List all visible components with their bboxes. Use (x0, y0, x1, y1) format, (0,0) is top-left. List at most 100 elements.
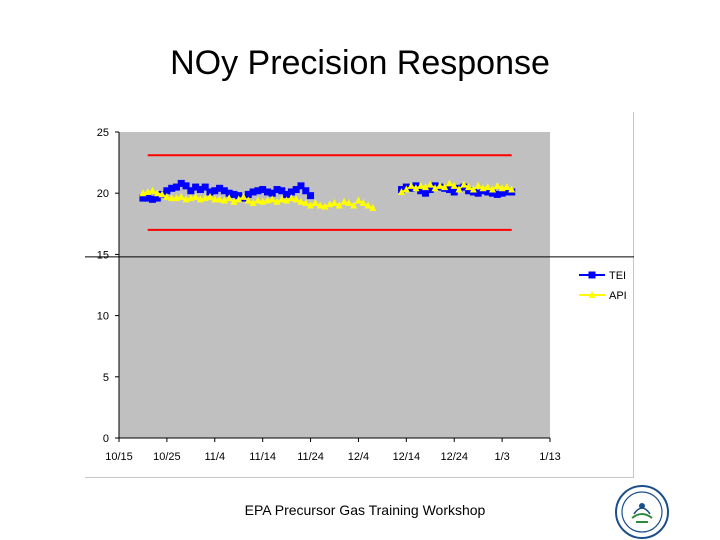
data-point-tei (144, 194, 152, 202)
data-point-tei (297, 182, 305, 190)
data-point-tei (216, 184, 224, 192)
x-tick-label: 10/15 (105, 451, 133, 463)
x-tick-label: 11/14 (249, 451, 276, 463)
series-api (139, 179, 516, 211)
data-point-tei (182, 182, 190, 190)
data-point-api (302, 198, 310, 206)
reference-lines (85, 154, 634, 258)
data-point-tei (465, 187, 473, 195)
data-point-api (445, 179, 453, 187)
data-point-tei (302, 187, 310, 195)
data-point-api (421, 183, 429, 191)
data-point-tei (489, 189, 497, 197)
data-point-api (244, 196, 252, 204)
data-point-tei (493, 190, 501, 198)
data-point-tei (421, 189, 429, 197)
data-point-tei (168, 184, 176, 192)
data-point-api (235, 195, 243, 203)
x-tick-label: 12/14 (393, 451, 421, 463)
legend-label-api: API (609, 290, 627, 302)
data-point-api (340, 197, 348, 205)
x-tick-label: 10/25 (153, 451, 181, 463)
data-point-api (192, 192, 200, 200)
data-point-tei (283, 190, 291, 198)
data-point-tei (244, 190, 252, 198)
data-point-tei (484, 188, 492, 196)
data-point-tei (254, 187, 262, 195)
data-point-api (489, 185, 497, 193)
data-point-api (407, 181, 415, 189)
data-point-api (311, 198, 319, 206)
data-point-tei (187, 187, 195, 195)
data-point-tei (426, 186, 434, 194)
data-point-tei (498, 189, 506, 197)
legend-label-tei: TEI (609, 270, 626, 282)
data-point-api (335, 201, 343, 209)
data-point-api (216, 195, 224, 203)
data-point-tei (450, 188, 458, 196)
data-point-tei (149, 195, 157, 203)
x-tick-label: 1/3 (494, 451, 509, 463)
data-point-tei (474, 189, 482, 197)
data-point-tei (172, 183, 180, 191)
data-point-tei (177, 179, 185, 187)
data-point-tei (249, 188, 257, 196)
y-tick-label: 5 (103, 372, 109, 384)
data-point-api (431, 184, 439, 192)
data-point-api (455, 185, 463, 193)
data-point-tei (163, 187, 171, 195)
data-point-api (588, 291, 596, 298)
data-point-tei (230, 190, 238, 198)
chart-frame: 0 5 10 15 20 25 10/15 10/25 11/4 11/14 11/24 12/4 1… (85, 112, 634, 478)
data-point-api (503, 183, 511, 191)
data-point-api (163, 192, 171, 200)
data-point-api (273, 197, 281, 205)
data-point-tei (225, 189, 233, 197)
data-point-tei (445, 186, 453, 194)
legend[interactable]: TEI API (579, 270, 627, 302)
y-tick-label: 10 (97, 311, 109, 323)
data-point-api (220, 196, 228, 204)
data-point-api (153, 189, 161, 197)
y-tick-label: 25 (97, 127, 109, 139)
data-point-api (249, 198, 257, 206)
data-point-api (331, 198, 338, 206)
data-point-api (441, 183, 449, 191)
data-point-tei (201, 183, 209, 191)
data-point-api (230, 197, 238, 205)
data-point-tei (220, 187, 228, 195)
data-point-api (398, 187, 406, 195)
data-point-api (211, 195, 219, 203)
data-point-tei (263, 188, 271, 196)
data-point-api (465, 183, 473, 191)
y-tick-label: 0 (103, 433, 109, 445)
data-point-api (402, 185, 410, 193)
data-point-api (292, 195, 300, 203)
data-point-api (345, 198, 353, 206)
data-point-api (460, 180, 468, 188)
data-point-api (268, 195, 276, 203)
data-point-api (307, 201, 315, 209)
data-point-api (350, 201, 358, 209)
x-tick-label: 1/13 (539, 451, 560, 463)
data-point-api (225, 194, 233, 202)
x-tick-label: 12/24 (440, 451, 468, 463)
data-point-api (177, 192, 185, 200)
x-axis: 10/15 10/25 11/4 11/14 11/24 12/4 12/14 12/24 1/… (105, 437, 561, 463)
data-point-api (206, 192, 214, 200)
slide-footer: EPA Precursor Gas Training Workshop (244, 502, 486, 518)
epa-seal-logo (615, 485, 669, 539)
slide-title: NOy Precision Response (170, 44, 550, 82)
data-point-api (359, 198, 367, 206)
data-point-api (369, 203, 377, 211)
y-axis: 0 5 10 15 20 25 (97, 127, 120, 445)
data-point-api (436, 181, 444, 189)
data-point-tei (211, 187, 219, 195)
data-point-tei (417, 187, 425, 195)
data-point-api (316, 201, 324, 209)
data-point-tei (278, 187, 286, 195)
x-tick-label: 11/4 (204, 451, 225, 463)
data-point-tei (139, 194, 147, 202)
data-point-tei (192, 183, 200, 191)
y-tick-label: 20 (97, 188, 109, 200)
